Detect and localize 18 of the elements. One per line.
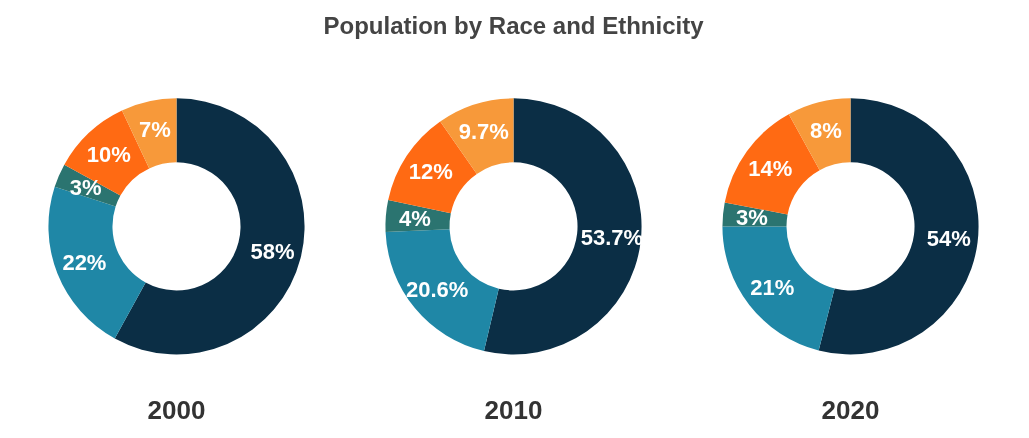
text: 2000	[147, 395, 206, 425]
data-label: 54%	[926, 226, 971, 252]
data-label: 9.7%	[458, 119, 509, 145]
data-label: 58%	[250, 238, 295, 264]
data-label: 20.6%	[405, 277, 469, 303]
data-label: 8%	[809, 117, 842, 143]
text: 2010	[484, 395, 543, 425]
data-label: 3%	[736, 204, 768, 230]
data-label: 4%	[398, 205, 431, 231]
data-label: 21%	[750, 274, 795, 300]
data-label: 22%	[62, 250, 107, 276]
data-label: 12%	[408, 159, 453, 185]
text: 2020	[821, 395, 880, 425]
data-label: 7%	[139, 117, 171, 143]
chart-title: Population by Race and Ethnicity	[322, 12, 705, 40]
data-label: 10%	[86, 141, 131, 167]
data-label: 3%	[69, 174, 102, 200]
data-label: 14%	[748, 155, 793, 181]
